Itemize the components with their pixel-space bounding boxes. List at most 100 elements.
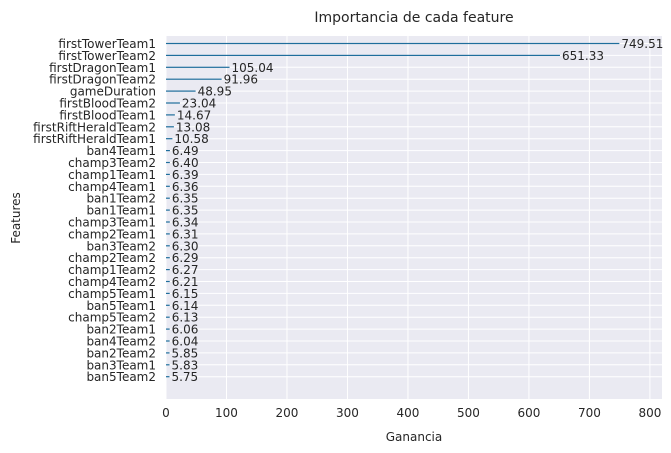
- x-axis-label: Ganancia: [386, 430, 443, 444]
- value-label: 6.35: [172, 204, 199, 218]
- value-label: 5.75: [171, 370, 198, 384]
- bar: [166, 316, 170, 318]
- plot-background: [166, 36, 662, 399]
- grid-lines: [165, 36, 662, 399]
- y-tick-label: firstBloodTeam1: [59, 108, 156, 122]
- value-label: 5.83: [172, 358, 199, 372]
- value-label: 6.15: [172, 287, 199, 301]
- bar: [166, 257, 170, 259]
- bar: [166, 245, 170, 247]
- value-label: 6.34: [172, 216, 199, 230]
- bar: [166, 292, 170, 294]
- value-label: 749.51: [621, 37, 663, 51]
- bar: [166, 233, 170, 235]
- y-tick-label: champ3Team2: [68, 156, 156, 170]
- value-label: 91.96: [224, 73, 258, 87]
- y-tick-label: champ2Team1: [68, 227, 156, 241]
- y-tick-label: ban5Team2: [86, 370, 156, 384]
- bars: [166, 42, 620, 378]
- x-tick-label: 500: [457, 406, 480, 420]
- bar: [166, 197, 170, 199]
- y-tick-label: firstBloodTeam2: [59, 97, 156, 111]
- bar: [166, 66, 230, 68]
- bar: [166, 78, 222, 80]
- bar: [166, 173, 170, 175]
- x-tick-label: 600: [517, 406, 540, 420]
- bar: [166, 376, 170, 378]
- value-label: 6.14: [172, 299, 199, 313]
- x-tick-label: 300: [336, 406, 359, 420]
- y-tick-label: firstDragonTeam1: [49, 61, 156, 75]
- bar: [166, 364, 170, 366]
- bar: [166, 185, 170, 187]
- bar: [166, 328, 170, 330]
- value-label: 10.58: [174, 132, 208, 146]
- y-tick-label: champ2Team2: [68, 251, 156, 265]
- value-label: 6.13: [172, 311, 199, 325]
- x-tick-label: 800: [638, 406, 661, 420]
- bar: [166, 42, 620, 45]
- y-tick-label: ban2Team2: [86, 346, 156, 360]
- value-label: 651.33: [562, 49, 604, 63]
- value-label: 6.21: [172, 275, 199, 289]
- y-tick-label: ban1Team1: [86, 204, 156, 218]
- y-tick-label: firstTowerTeam2: [58, 49, 156, 63]
- x-tick-label: 200: [276, 406, 299, 420]
- y-tick-label: champ1Team2: [68, 263, 156, 277]
- y-tick-label: firstDragonTeam2: [49, 73, 156, 87]
- bar: [166, 150, 170, 152]
- y-tick-label: firstTowerTeam1: [58, 37, 156, 51]
- bar: [166, 138, 173, 140]
- value-label: 23.04: [182, 97, 216, 111]
- x-tick-labels: 0 100 200 300 400 500 600 700 800: [162, 406, 661, 420]
- value-label: 6.35: [172, 192, 199, 206]
- bar: [166, 102, 180, 104]
- value-label: 6.39: [172, 168, 199, 182]
- y-tick-label: champ1Team1: [68, 168, 156, 182]
- value-label: 5.85: [172, 346, 199, 360]
- y-tick-label: champ4Team1: [68, 180, 156, 194]
- y-tick-label: champ5Team2: [68, 311, 156, 325]
- y-tick-label: ban4Team1: [86, 144, 156, 158]
- x-tick-label: 700: [578, 406, 601, 420]
- value-label: 13.08: [176, 120, 210, 134]
- value-labels: 749.51 651.33 105.0491.9648.9523.0414.6713…: [171, 37, 663, 384]
- x-tick-label: 0: [162, 406, 170, 420]
- value-label: 105.04: [232, 61, 274, 75]
- y-tick-label: firstRiftHeraldTeam2: [33, 120, 156, 134]
- value-label: 6.31: [172, 227, 199, 241]
- y-tick-label: ban3Team1: [86, 358, 156, 372]
- y-axis-label: Features: [9, 192, 23, 244]
- y-tick-label: gameDuration: [70, 85, 156, 99]
- y-tick-label: firstRiftHeraldTeam1: [33, 132, 156, 146]
- bar: [166, 126, 174, 128]
- value-label: 6.06: [172, 323, 199, 337]
- bar: [166, 340, 170, 342]
- bar: [166, 280, 170, 283]
- value-label: 14.67: [177, 108, 211, 122]
- value-label: 48.95: [198, 85, 232, 99]
- bar: [166, 269, 170, 271]
- value-label: 6.36: [172, 180, 199, 194]
- x-tick-label: 100: [215, 406, 238, 420]
- value-label: 6.49: [172, 144, 199, 158]
- y-tick-label: ban1Team2: [86, 192, 156, 206]
- y-tick-labels: firstTowerTeam1firstTowerTeam2firstDrago…: [33, 37, 156, 384]
- value-label: 6.40: [172, 156, 199, 170]
- bar: [166, 90, 196, 92]
- bar: [166, 221, 170, 223]
- y-tick-label: ban4Team2: [86, 335, 156, 349]
- bar: [166, 54, 560, 56]
- value-label: 6.04: [172, 335, 199, 349]
- y-tick-label: champ5Team1: [68, 287, 156, 301]
- value-label: 6.27: [172, 263, 199, 277]
- chart-title: Importancia de cada feature: [314, 10, 513, 26]
- value-label: 6.30: [172, 239, 199, 253]
- bar: [166, 114, 175, 116]
- bar: [166, 304, 170, 306]
- bar: [166, 352, 170, 354]
- y-tick-label: ban5Team1: [86, 299, 156, 313]
- bar: [166, 209, 170, 211]
- x-tick-label: 400: [396, 406, 419, 420]
